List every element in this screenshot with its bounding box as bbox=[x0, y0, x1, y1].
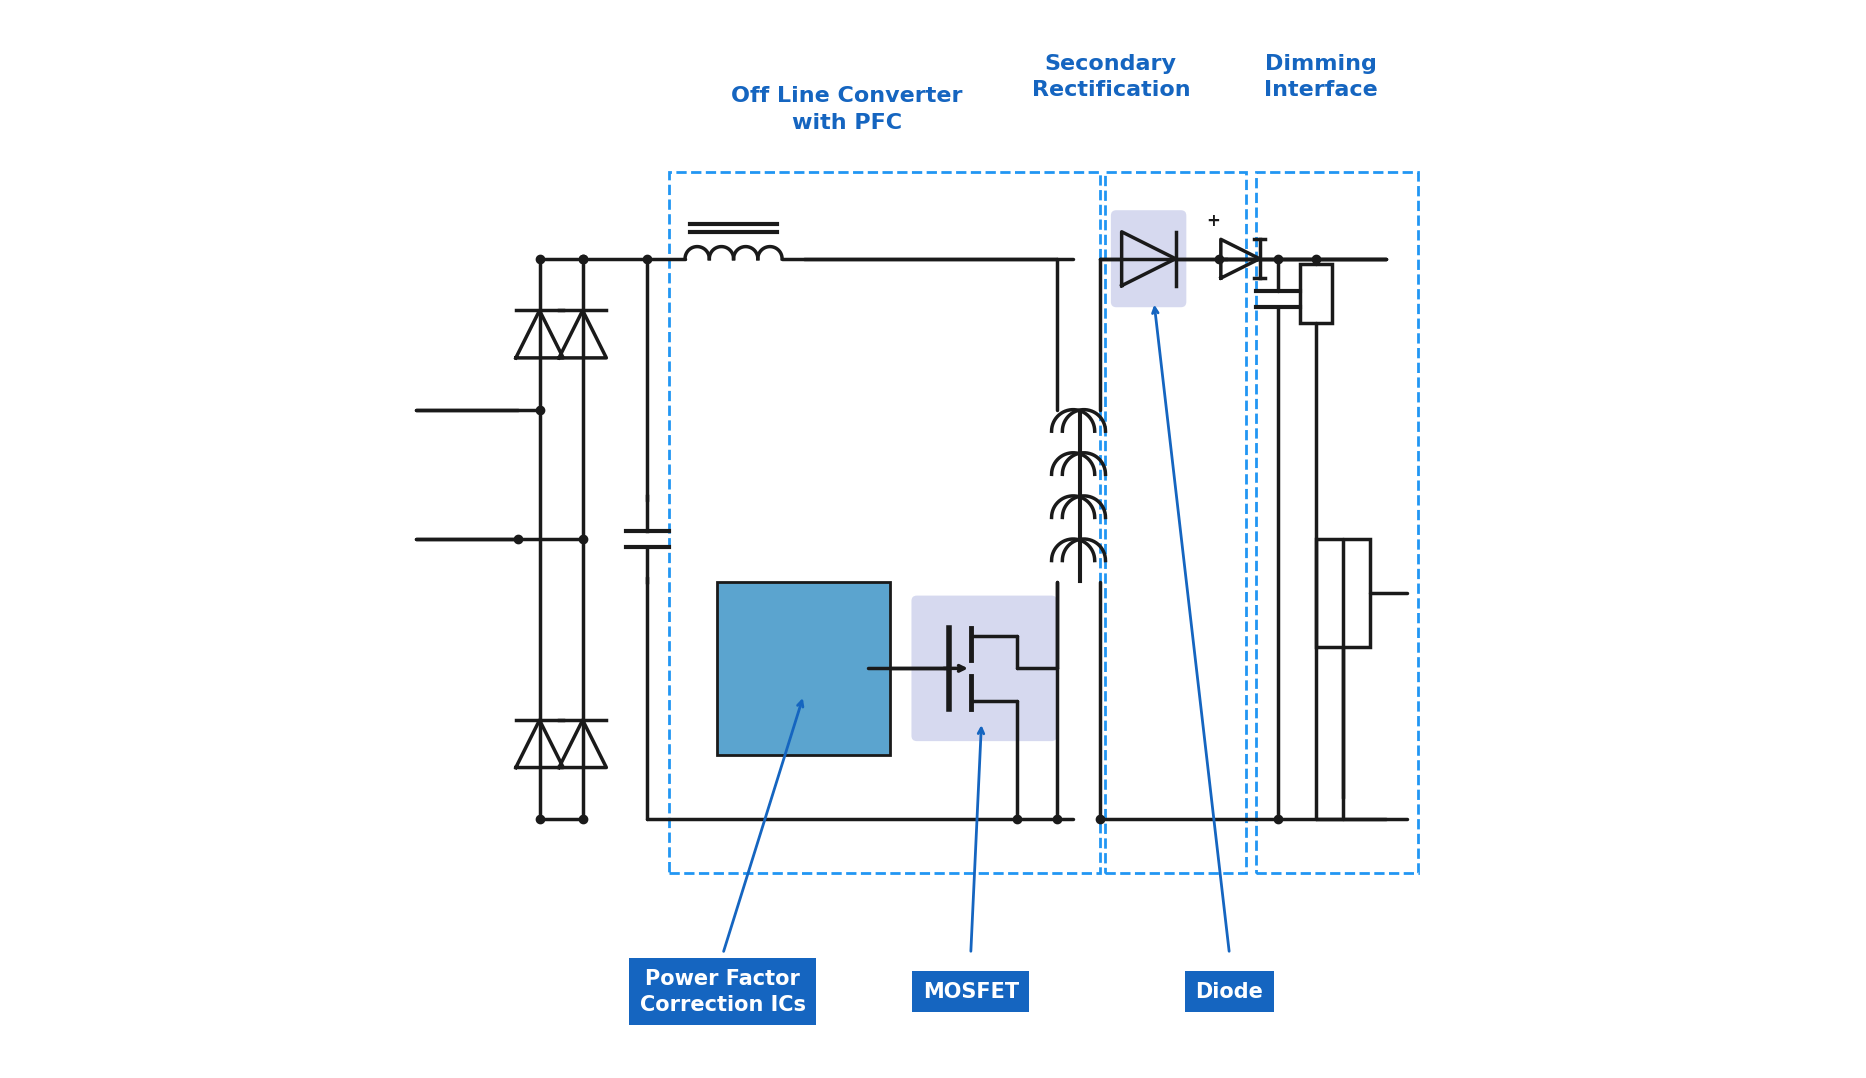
Text: Dimming
Interface: Dimming Interface bbox=[1263, 54, 1377, 100]
FancyBboxPatch shape bbox=[717, 582, 890, 755]
FancyBboxPatch shape bbox=[1110, 210, 1187, 307]
Text: +: + bbox=[1205, 212, 1220, 231]
FancyBboxPatch shape bbox=[911, 595, 1056, 742]
Text: Off Line Converter
with PFC: Off Line Converter with PFC bbox=[731, 86, 963, 133]
Text: MOSFET: MOSFET bbox=[922, 982, 1019, 1001]
Text: Diode: Diode bbox=[1196, 982, 1263, 1001]
Bar bbox=[1299, 264, 1332, 323]
Text: Secondary
Rectification: Secondary Rectification bbox=[1032, 54, 1191, 100]
Bar bbox=[1316, 539, 1370, 647]
Text: Power Factor
Correction ICs: Power Factor Correction ICs bbox=[640, 968, 806, 1015]
